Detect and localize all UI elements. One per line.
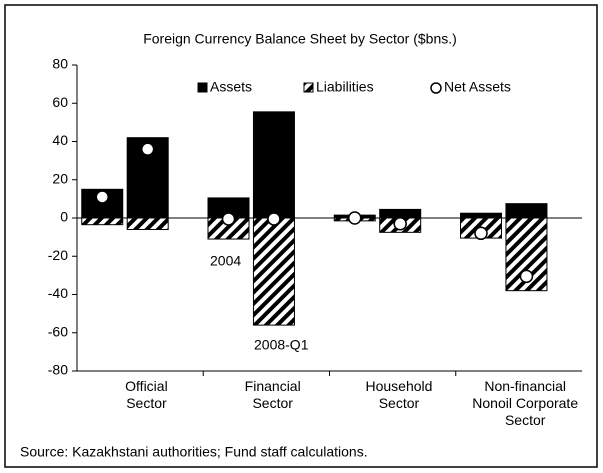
legend-label: Net Assets	[444, 79, 511, 95]
annotation: 2004	[210, 253, 241, 269]
net-asset-marker	[95, 190, 109, 204]
y-tick-label: 0	[60, 209, 68, 225]
asset-bar	[379, 208, 422, 219]
x-tick-label-line: Non-financial	[484, 378, 566, 394]
x-tick-label-line: Nonoil Corporate	[472, 395, 578, 411]
source: Source: Kazakhstani authorities; Fund st…	[20, 444, 368, 460]
y-tick-label: -80	[48, 362, 68, 378]
y-tick-label: -60	[48, 323, 68, 339]
x-tick-label-line: Sector	[252, 395, 293, 411]
x-tick-label-line: Official	[125, 378, 168, 394]
net-asset-marker	[393, 216, 407, 231]
legend-label: Liabilities	[316, 79, 374, 95]
y-tick-label: 60	[52, 94, 68, 110]
x-tick-label-line: Household	[365, 378, 432, 394]
chart-title: Foreign Currency Balance Sheet by Sector…	[143, 31, 457, 47]
y-tick-label: 40	[52, 132, 68, 148]
y-tick-label: 80	[52, 56, 68, 72]
liability-bar	[81, 217, 124, 226]
liability-bar	[126, 217, 169, 230]
y-tick-label: -40	[48, 285, 68, 301]
legend-swatch	[430, 82, 442, 94]
x-tick-label-line: Sector	[379, 395, 420, 411]
net-asset-marker	[221, 212, 236, 226]
x-tick-label-line: Sector	[505, 412, 546, 428]
y-tick-label: 20	[52, 170, 68, 186]
x-tick-label: Official Sector	[125, 378, 168, 411]
annotation: 2008-Q1	[254, 337, 309, 353]
x-tick-label: Household Sector	[365, 378, 432, 411]
net-asset-marker	[267, 212, 281, 226]
net-asset-marker	[348, 211, 362, 225]
x-tick-label-line: Financial	[245, 378, 301, 394]
net-asset-marker	[519, 269, 534, 284]
asset-bar	[252, 111, 295, 219]
net-asset-marker	[140, 142, 155, 156]
x-tick-label-line: Sector	[126, 395, 167, 411]
y-tick-label: -20	[48, 247, 68, 263]
legend-label: Assets	[210, 79, 252, 95]
liability-bar	[252, 217, 295, 326]
legend-swatch	[303, 82, 314, 93]
asset-bar	[460, 212, 502, 219]
legend-swatch	[197, 82, 208, 93]
asset-bar	[505, 203, 548, 219]
x-tick-label: Non-financial Nonoil Corporate Sector	[472, 378, 578, 428]
net-asset-marker	[474, 226, 488, 241]
x-tick-label: Financial Sector	[245, 378, 301, 411]
